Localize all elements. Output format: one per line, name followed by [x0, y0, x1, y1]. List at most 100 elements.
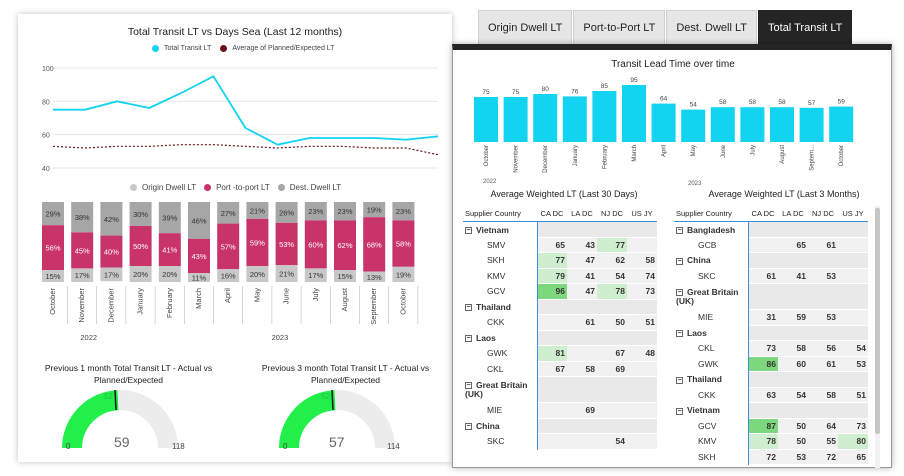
matrix2-row[interactable]: GCB 65 61 — [674, 237, 868, 253]
matrix1-group-row[interactable]: − Laos — [463, 330, 657, 346]
matrix2-cell: 72 — [808, 449, 838, 465]
matrix2-row[interactable]: GWK 86 60 61 53 — [674, 356, 868, 372]
matrix2-row[interactable]: CKL 73 58 56 54 — [674, 340, 868, 357]
matrix1-row-label: GWK — [463, 345, 538, 361]
collapse-icon[interactable]: − — [676, 376, 683, 384]
matrix2-col-header[interactable]: CA DC — [748, 206, 778, 222]
matrix2-cell — [748, 237, 778, 253]
matrix1-cell: 78 — [597, 283, 627, 300]
matrix2-col-header[interactable]: NJ DC — [808, 206, 838, 222]
matrix2-group-row[interactable]: − China — [674, 252, 868, 269]
matrix2-row-label: − Bangladesh — [674, 221, 749, 237]
matrix2-cell — [778, 371, 808, 388]
matrix1-row-label: GCV — [463, 283, 538, 299]
matrix2-cell — [748, 371, 778, 388]
stack-seg-origin — [158, 266, 181, 282]
stack-label-dest: 27% — [221, 209, 236, 218]
matrix2-scroll-thumb[interactable] — [875, 208, 880, 434]
left-report-panel: Total Transit LT vs Days Sea (Last 12 mo… — [18, 14, 452, 462]
matrix1-col-header[interactable]: NJ DC — [597, 206, 627, 222]
matrix2-row[interactable]: SKH 72 53 72 65 — [674, 449, 868, 465]
collapse-icon[interactable]: − — [676, 407, 683, 415]
matrix1-row[interactable]: SMV 65 43 77 — [463, 237, 657, 253]
matrix1-col-header[interactable]: Supplier Country — [463, 206, 537, 222]
matrix1-row[interactable]: SKC 54 — [463, 433, 657, 450]
matrix2-group-row[interactable]: − Thailand — [674, 371, 868, 388]
transit-xtick: May — [691, 145, 697, 156]
matrix1-group-row[interactable]: − Thailand — [463, 299, 657, 315]
matrix1-cell — [597, 418, 627, 434]
stack-seg-origin — [100, 267, 123, 282]
stack-label-dest: 38% — [75, 213, 90, 222]
matrix2-group-row[interactable]: − Laos — [674, 325, 868, 341]
collapse-icon[interactable]: − — [465, 226, 472, 234]
matrix1-group-row[interactable]: − China — [463, 418, 657, 434]
tab-total-transit[interactable]: Total Transit LT — [758, 10, 853, 45]
matrix1-row[interactable]: CKL 67 58 69 — [463, 361, 657, 377]
gauge1-target: 52 — [104, 392, 113, 401]
matrix1-row-label: − Thailand — [463, 299, 538, 315]
collapse-icon[interactable]: − — [676, 330, 683, 337]
matrix1-cell — [627, 299, 657, 315]
stack-label-dest: 23% — [337, 207, 352, 216]
transit-bar-label: 80 — [542, 86, 550, 93]
collapse-icon[interactable]: − — [465, 335, 472, 342]
collapse-icon[interactable]: − — [465, 423, 472, 430]
matrix1-cell: 58 — [567, 361, 597, 377]
matrix1-col-header[interactable]: LA DC — [567, 206, 597, 222]
matrix1-cell — [567, 345, 597, 362]
matrix2-group-row[interactable]: − Bangladesh — [674, 221, 868, 238]
transit-bar — [829, 106, 854, 142]
stack-label-port: 56% — [45, 244, 60, 253]
stack-label-origin: 15% — [337, 272, 352, 281]
matrix1-col-header[interactable]: CA DC — [537, 206, 567, 222]
collapse-icon[interactable]: − — [676, 257, 683, 265]
collapse-icon[interactable]: − — [676, 226, 683, 234]
stack-xtick: July — [311, 288, 320, 302]
matrix2-cell: 86 — [748, 356, 778, 372]
gauge2 — [279, 390, 395, 449]
matrix1-row[interactable]: CKK 61 50 51 — [463, 314, 657, 331]
matrix2-col-header[interactable]: LA DC — [778, 206, 808, 222]
matrix2-cell: 60 — [778, 356, 808, 372]
matrix2-group-row[interactable]: − Vietnam — [674, 402, 868, 419]
matrix2-cell — [748, 402, 778, 419]
tab-dest-dwell[interactable]: Dest. Dwell LT — [666, 10, 758, 45]
matrix2-col-header[interactable]: US JY — [838, 206, 868, 222]
tab-origin-dwell[interactable]: Origin Dwell LT — [478, 10, 573, 45]
matrix2-group-row[interactable]: − Great Britain (UK) — [674, 283, 868, 310]
stack-seg-dest — [100, 202, 123, 236]
matrix2-cell: 65 — [778, 237, 808, 253]
matrix1-row[interactable]: MIE 69 — [463, 402, 657, 419]
transit-xtick: October — [484, 145, 490, 166]
tab-port-to-port[interactable]: Port-to-Port LT — [573, 10, 666, 45]
matrix1-col-header[interactable]: US JY — [627, 206, 657, 222]
matrix1-row[interactable]: SKH 77 47 62 58 — [463, 252, 657, 269]
matrix2-row[interactable]: MIE 31 59 53 — [674, 309, 868, 326]
matrix2-cell — [808, 325, 838, 341]
transit-bar — [770, 107, 794, 142]
matrix1-row[interactable]: GWK 81 67 48 — [463, 345, 657, 362]
collapse-icon[interactable]: − — [465, 304, 472, 311]
collapse-icon[interactable]: − — [465, 381, 472, 389]
matrix1-row[interactable]: GCV 96 47 78 73 — [463, 283, 657, 300]
matrix1-group-row[interactable]: − Vietnam — [463, 221, 657, 238]
matrix2-cell: 61 — [808, 237, 838, 253]
matrix2-cell: 64 — [808, 418, 838, 434]
matrix1-cell — [537, 418, 567, 434]
matrix1-cell — [627, 433, 657, 450]
matrix2-row-label: SKC — [674, 268, 749, 284]
matrix1-row[interactable]: KMV 79 41 54 74 — [463, 268, 657, 284]
matrix2-row[interactable]: CKK 63 54 58 51 — [674, 387, 868, 403]
matrix2-scrollbar[interactable] — [875, 206, 880, 468]
stack-label-origin: 20% — [162, 270, 177, 279]
stack-label-origin: 17% — [75, 271, 90, 280]
matrix2-col-header[interactable]: Supplier Country — [674, 206, 748, 222]
matrix2-row[interactable]: GCV 87 50 64 73 — [674, 418, 868, 434]
stack-label-port: 59% — [250, 238, 265, 247]
matrix2-row[interactable]: KMV 78 50 55 80 — [674, 433, 868, 450]
matrix1-group-row[interactable]: − Great Britain (UK) — [463, 376, 657, 403]
stack-seg-port — [363, 217, 386, 272]
matrix2-row[interactable]: SKC 61 41 53 — [674, 268, 868, 284]
collapse-icon[interactable]: − — [676, 288, 683, 296]
